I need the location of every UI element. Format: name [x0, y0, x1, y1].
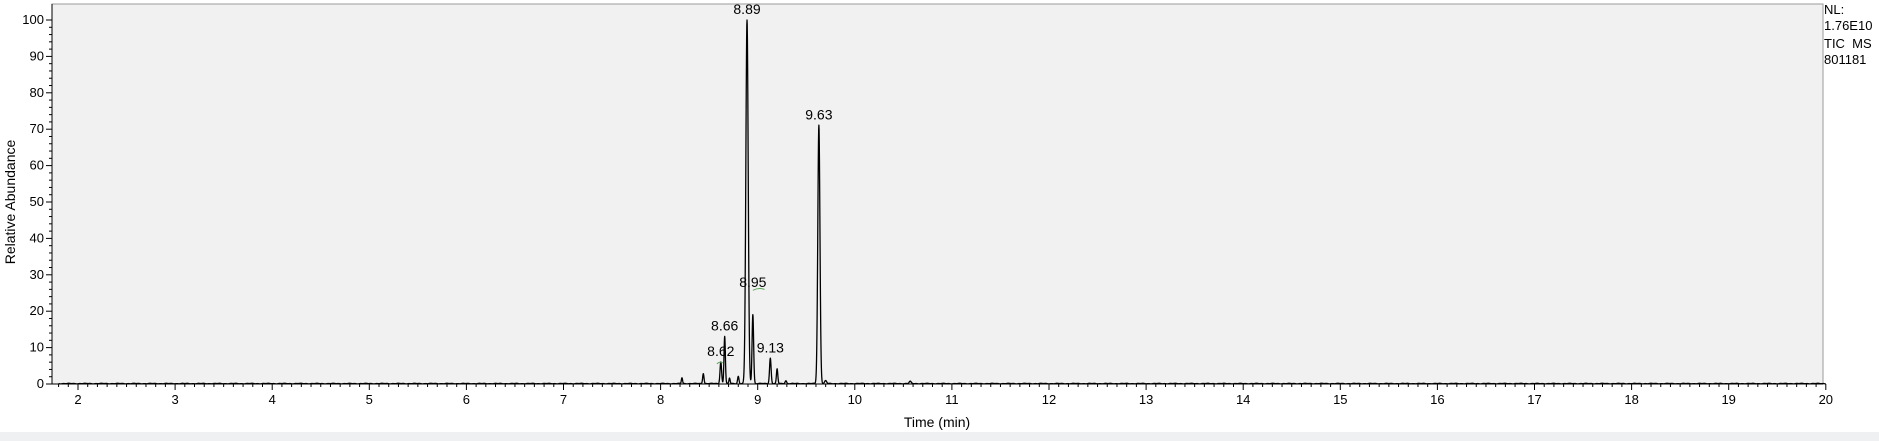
x-tick-label: 11 — [945, 392, 959, 407]
y-axis-title: Relative Abundance — [2, 140, 18, 265]
y-tick-label: 90 — [30, 48, 44, 63]
peak-label: 8.62 — [707, 343, 734, 359]
y-tick-label: 10 — [30, 340, 44, 355]
x-tick-label: 10 — [848, 392, 862, 407]
x-tick-label: 19 — [1721, 392, 1735, 407]
nl-value: 1.76E10 — [1824, 18, 1873, 33]
x-tick-label: 16 — [1430, 392, 1444, 407]
y-axis: 0 10 20 30 40 50 60 70 80 90 100 — [22, 4, 53, 391]
x-tick-label: 15 — [1333, 392, 1347, 407]
integration-marker — [752, 288, 765, 291]
sample-name: 801181 — [1824, 52, 1867, 67]
y-tick-label: 40 — [30, 230, 44, 245]
x-tick-label: 5 — [366, 392, 373, 407]
x-tick-label: 8 — [657, 392, 664, 407]
x-tick-label: 14 — [1236, 392, 1250, 407]
x-tick-label: 7 — [560, 392, 567, 407]
x-tick-label: 13 — [1139, 392, 1153, 407]
peak-labels: 8.89 9.63 8.95 8.66 8.62 9.13 — [707, 1, 833, 359]
integration-marker — [716, 361, 724, 365]
x-tick-label: 3 — [171, 392, 178, 407]
peak-label: 8.66 — [711, 318, 738, 334]
y-tick-label: 80 — [30, 85, 44, 100]
status-strip — [0, 432, 1879, 441]
x-axis-title: Time (min) — [904, 414, 970, 430]
peak-label: 9.63 — [805, 107, 832, 123]
x-tick-label: 12 — [1042, 392, 1056, 407]
nl-label: NL: — [1824, 2, 1845, 17]
plot-area — [51, 3, 1827, 385]
y-tick-label: 70 — [30, 121, 44, 136]
y-tick-label: 100 — [22, 12, 44, 27]
x-tick-label: 20 — [1819, 392, 1833, 407]
x-tick-label: 18 — [1624, 392, 1638, 407]
scan-filter: TIC MS — [1824, 36, 1872, 51]
peak-label: 8.89 — [733, 1, 760, 17]
x-tick-label: 2 — [74, 392, 81, 407]
y-tick-label: 30 — [30, 267, 44, 282]
x-tick-label: 4 — [269, 392, 276, 407]
peak-label: 9.13 — [757, 340, 784, 356]
y-tick-label: 20 — [30, 303, 44, 318]
y-tick-label: 50 — [30, 194, 44, 209]
y-tick-label: 0 — [37, 376, 44, 391]
x-tick-label: 17 — [1527, 392, 1541, 407]
x-tick-label: 6 — [463, 392, 470, 407]
x-tick-label: 9 — [754, 392, 761, 407]
y-tick-label: 60 — [30, 158, 44, 173]
plot-background — [51, 3, 1824, 385]
x-axis: 2 3 4 5 6 7 8 9 10 11 12 13 14 15 16 17 18 19 20 — [52, 383, 1833, 407]
peak-label: 8.95 — [739, 274, 766, 290]
